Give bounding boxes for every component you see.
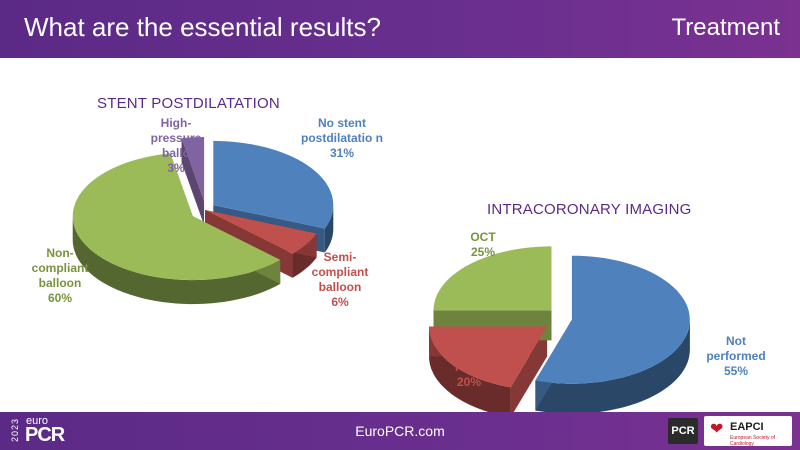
label-semi-compliant-name: Semi- compliant balloon	[311, 250, 369, 294]
pie-slice-postdilatation-3	[181, 137, 205, 201]
label-semi-compliant-value: 6%	[331, 295, 349, 309]
page-title: What are the essential results?	[24, 12, 381, 42]
pie-slice-imaging-1	[429, 326, 548, 388]
label-high-pressure-name: High- pressure ballo	[150, 116, 202, 160]
eapci-logo-subtext: European Society of Cardiology	[730, 435, 776, 447]
label-no-postdilatation-value: 31%	[329, 146, 355, 160]
pie-slice-postdilatation-0	[213, 140, 334, 229]
brand-name: PCR	[25, 424, 65, 446]
chart-title-postdilatation: STENT POSTDILATATION	[97, 95, 280, 112]
label-high-pressure-value: 3%	[167, 161, 185, 175]
label-no-postdilatation: No stent postdilatatio n 31%	[296, 116, 388, 161]
footer-url[interactable]: EuroPCR.com	[355, 423, 445, 439]
footer-bar: 2023 euro PCR EuroPCR.com PCR ❤ EAPCI Eu…	[0, 412, 800, 450]
europcr-logo[interactable]: 2023 euro PCR	[10, 415, 90, 446]
brand-prefix: euro	[26, 415, 49, 427]
pie-wall-postdilatation-2-0	[72, 216, 281, 305]
label-no-postdilatation-name: No stent postdilatatio n	[301, 116, 383, 145]
heart-icon: ❤	[710, 421, 724, 438]
label-non-compliant-name: Non- compliant balloon	[31, 246, 89, 290]
label-high-pressure: High- pressure ballo 3%	[146, 116, 206, 176]
eapci-logo-text: EAPCI	[730, 421, 764, 433]
label-non-compliant-value: 60%	[47, 291, 73, 305]
label-oct: OCT 25%	[462, 230, 504, 260]
pie-side-postdilatation-3	[181, 138, 205, 226]
pcr-logo: PCR	[668, 418, 698, 444]
header-bar: What are the essential results? Treatmen…	[0, 0, 800, 58]
pie-slice-postdilatation-2	[72, 153, 281, 281]
pie-slice-imaging-2	[433, 246, 552, 311]
pie-wall-imaging-1-0	[429, 326, 511, 418]
pie-slice-postdilatation-1	[205, 210, 317, 254]
pie-cut-postdilatation-3-0	[181, 138, 205, 226]
pie-postdilatation	[72, 137, 334, 305]
pie-imaging	[429, 246, 690, 418]
label-not-performed: Not performed 55%	[700, 334, 772, 379]
label-ivus-value: 20%	[456, 375, 482, 389]
label-ivus-name: IVUS	[454, 360, 483, 374]
eapci-logo: ❤ EAPCI European Society of Cardiology	[704, 416, 792, 447]
section-title: Treatment	[671, 14, 780, 41]
label-not-performed-name: Not performed	[706, 334, 766, 363]
label-oct-name: OCT	[470, 230, 496, 244]
label-not-performed-value: 55%	[723, 364, 749, 378]
pie-slice-imaging-0	[535, 255, 690, 384]
pie-wall-imaging-0-0	[535, 319, 690, 414]
label-ivus: IVUS 20%	[448, 360, 490, 390]
label-semi-compliant: Semi- compliant balloon 6%	[308, 250, 372, 310]
label-non-compliant: Non- compliant balloon 60%	[28, 246, 92, 306]
chart-title-imaging: INTRACORONARY IMAGING	[487, 201, 692, 218]
label-oct-value: 25%	[470, 245, 496, 259]
